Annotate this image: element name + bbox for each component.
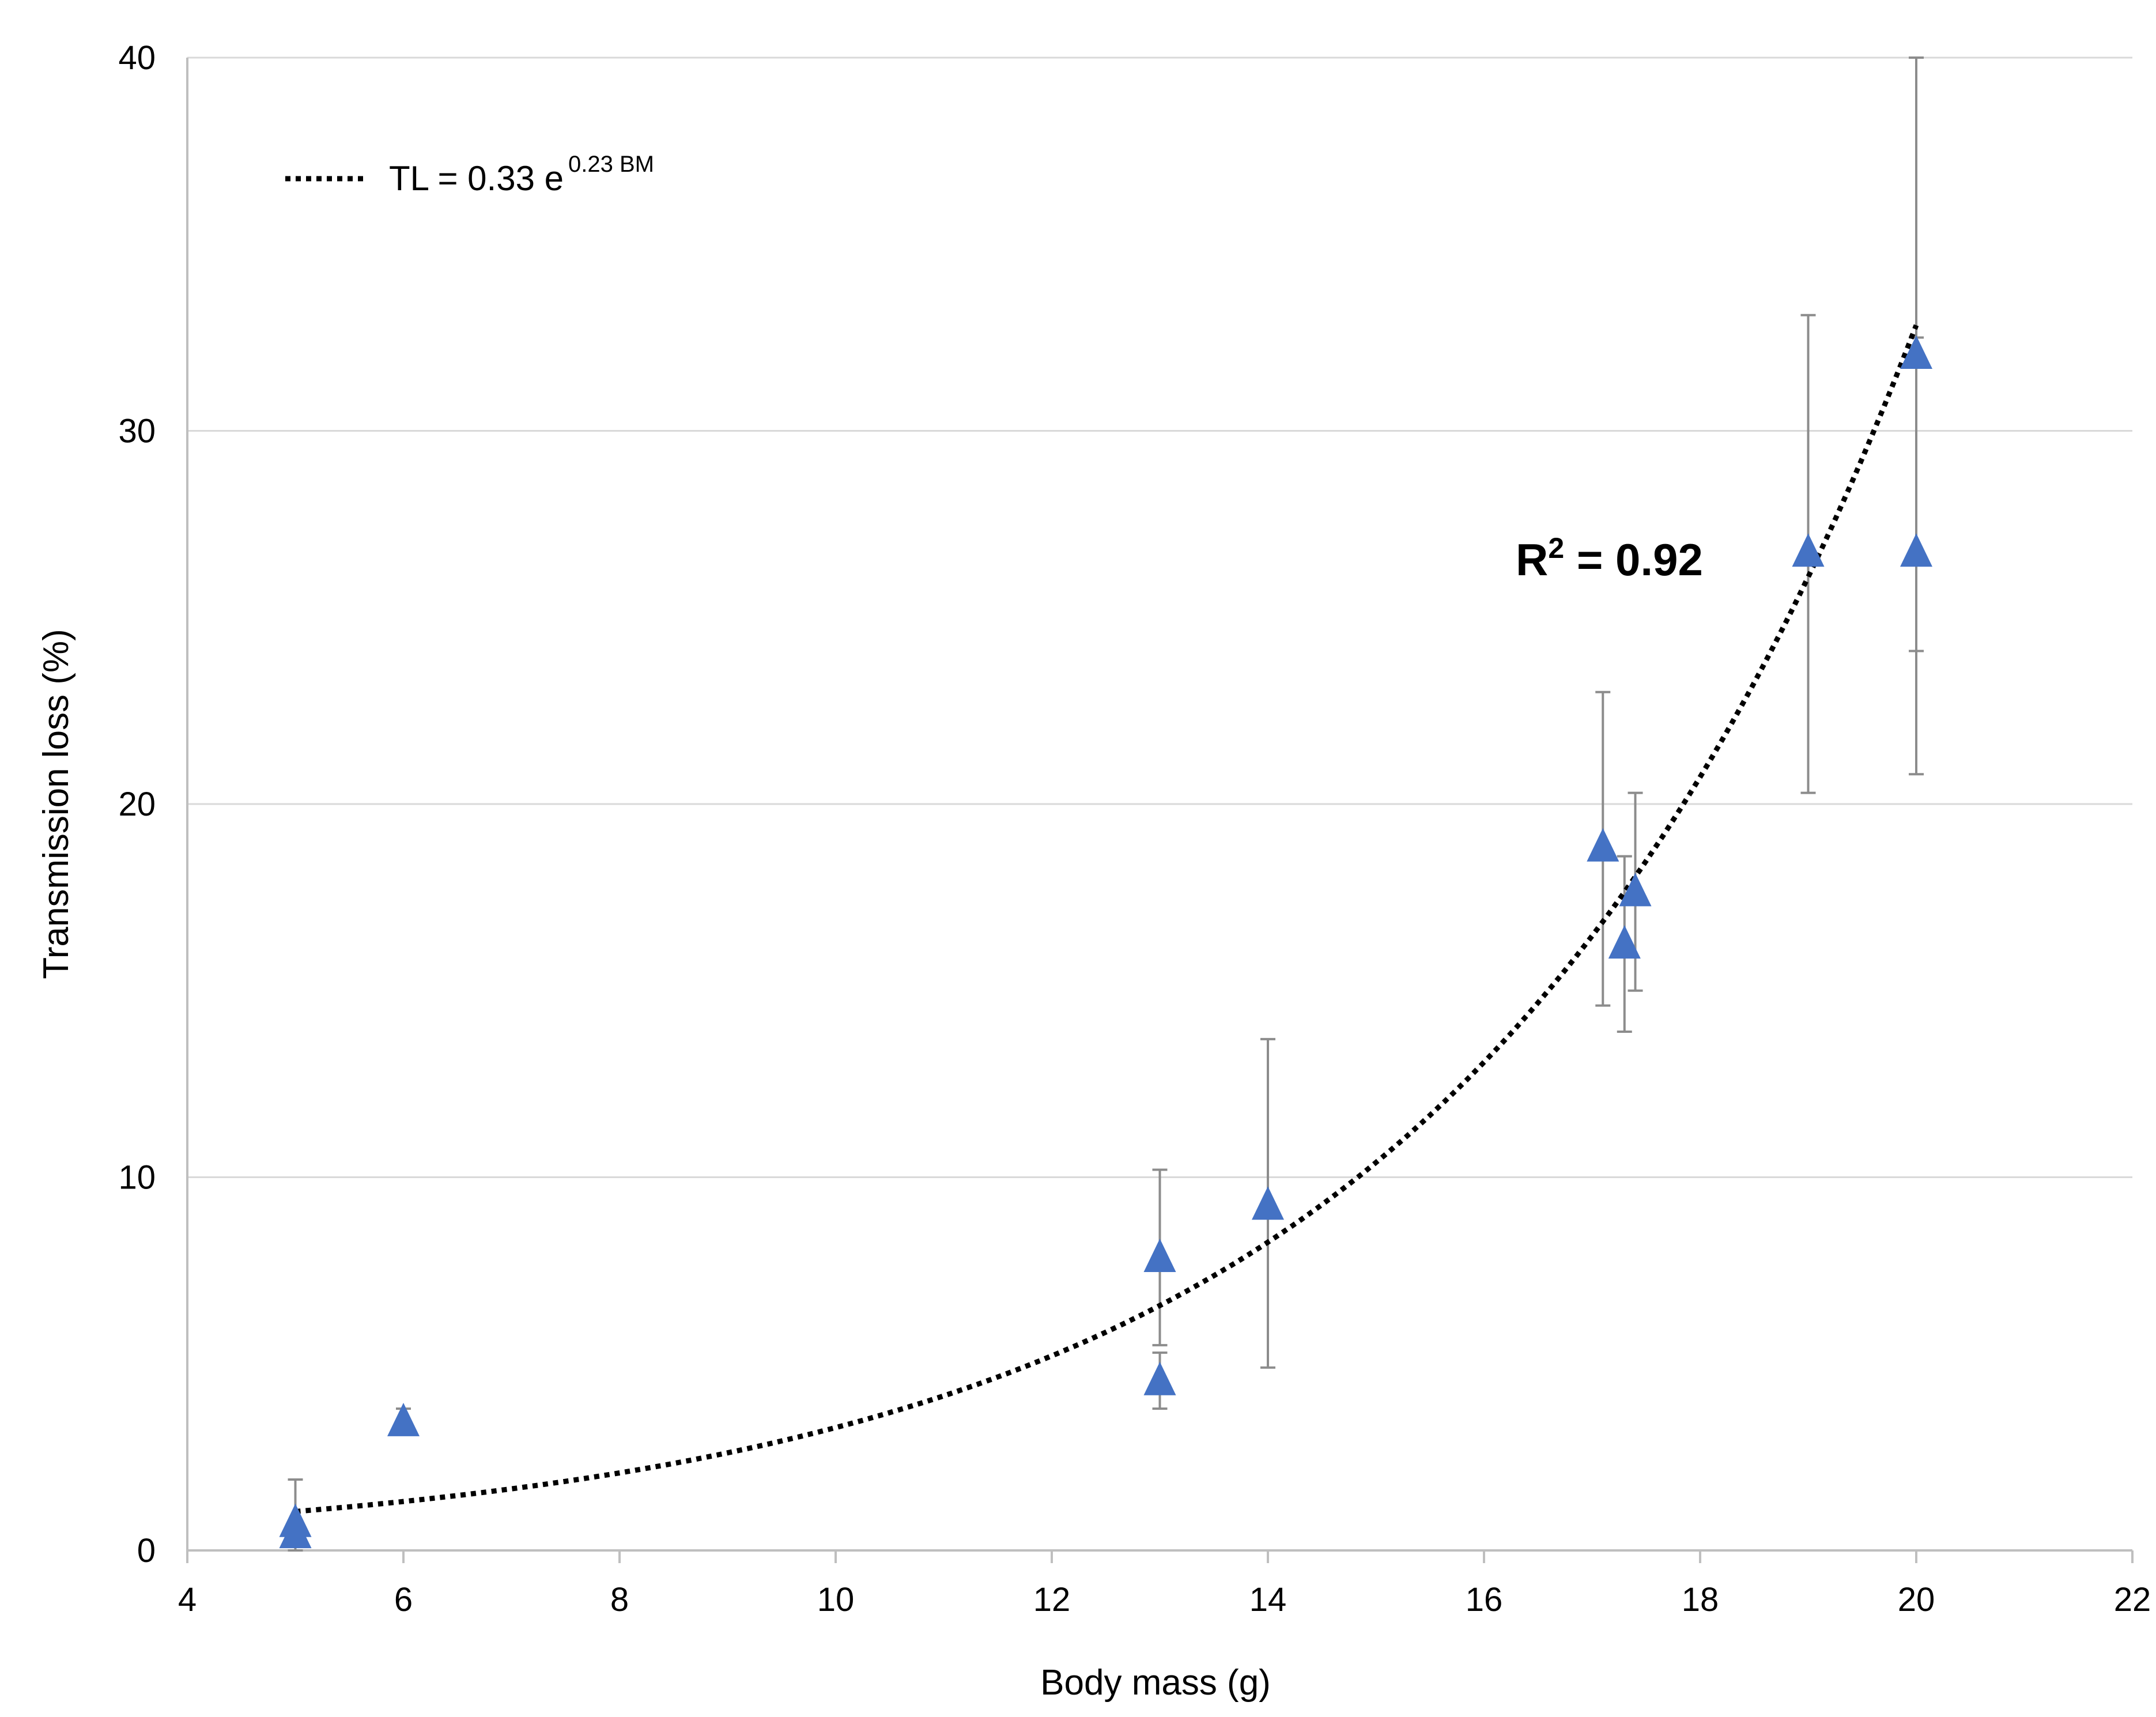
data-point-triangle xyxy=(1619,873,1652,907)
data-point-triangle xyxy=(1587,828,1619,862)
data-point-triangle xyxy=(1143,1239,1176,1272)
y-tick-label: 40 xyxy=(118,39,156,77)
data-point-triangle xyxy=(1900,533,1932,567)
y-axis-title: Transmission loss (%) xyxy=(36,629,76,979)
data-point-triangle xyxy=(1608,925,1641,959)
y-tick-label: 30 xyxy=(118,413,156,450)
grid-layer xyxy=(187,56,2132,1178)
x-tick-label: 18 xyxy=(1682,1581,1719,1618)
legend-equation: TL = 0.33 e 0.23 BM xyxy=(389,152,654,198)
legend: TL = 0.33 e 0.23 BM xyxy=(285,152,654,198)
marker-layer xyxy=(279,335,1932,1549)
data-point-triangle xyxy=(279,1515,312,1549)
y-tick-label: 10 xyxy=(118,1159,156,1197)
x-tick-label: 22 xyxy=(2114,1581,2151,1618)
legend-equation-exponent: 0.23 BM xyxy=(568,152,654,177)
y-tick-label: 20 xyxy=(118,786,156,823)
r-squared-prefix: R xyxy=(1516,534,1548,585)
axis-layer: 0 10 20 30 40 4 6 8 10 12 14 16 18 20 22 xyxy=(118,39,2151,1618)
x-axis-title: Body mass (g) xyxy=(1040,1663,1271,1703)
y-tick-label: 0 xyxy=(137,1532,156,1569)
trendline-layer xyxy=(295,324,1919,1514)
data-point-triangle xyxy=(1143,1361,1176,1395)
x-tick-label: 4 xyxy=(178,1581,197,1618)
data-point-triangle xyxy=(1792,533,1825,567)
x-tick-label: 12 xyxy=(1033,1581,1071,1618)
trendline xyxy=(295,324,1919,1514)
x-tick-label: 10 xyxy=(817,1581,855,1618)
data-point-triangle xyxy=(1252,1186,1284,1220)
r-squared-label: R2 = 0.92 xyxy=(1516,532,1703,585)
x-tick-label: 16 xyxy=(1466,1581,1503,1618)
x-tick-label: 6 xyxy=(394,1581,413,1618)
x-tick-label: 8 xyxy=(610,1581,629,1618)
x-tick-label: 14 xyxy=(1249,1581,1287,1618)
legend-equation-base: TL = 0.33 e xyxy=(389,159,564,198)
data-point-triangle xyxy=(1900,335,1932,369)
x-tick-label: 20 xyxy=(1898,1581,1935,1618)
r-squared-exponent: 2 xyxy=(1548,532,1564,564)
r-squared-value: = 0.92 xyxy=(1564,534,1703,585)
data-point-triangle xyxy=(387,1402,420,1436)
